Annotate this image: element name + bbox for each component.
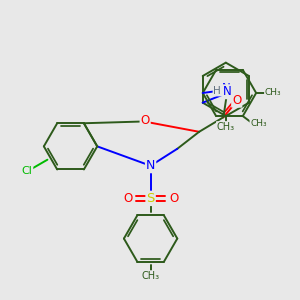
Text: H: H (214, 85, 221, 96)
Text: CH₃: CH₃ (217, 122, 235, 132)
Text: O: O (123, 192, 132, 205)
Text: CH₃: CH₃ (265, 88, 281, 98)
Polygon shape (203, 70, 256, 116)
Text: S: S (146, 192, 155, 205)
Text: N: N (221, 82, 230, 94)
Text: N: N (146, 159, 155, 172)
Text: O: O (169, 192, 178, 205)
Text: CH₃: CH₃ (142, 271, 160, 281)
Text: CH₃: CH₃ (250, 119, 267, 128)
Text: O: O (232, 94, 242, 107)
Text: N: N (223, 85, 231, 98)
Text: O: O (140, 114, 150, 127)
Text: Cl: Cl (22, 166, 32, 176)
